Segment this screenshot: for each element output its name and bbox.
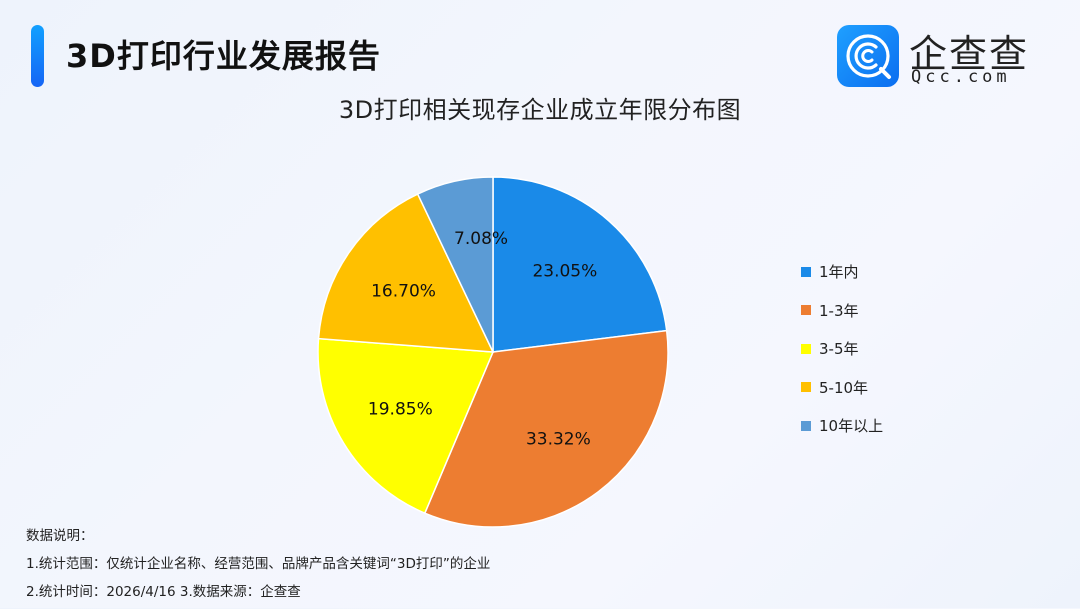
legend-swatch-icon: [801, 343, 811, 354]
qcc-logo-icon: [837, 25, 899, 87]
title-accent-bar: [31, 25, 44, 87]
legend-label: 1-3年: [819, 301, 859, 320]
chart-legend: 1年内 1-3年 3-5年 5-10年 10年以上: [801, 262, 883, 455]
legend-label: 5-10年: [819, 378, 869, 397]
slice-percent-label: 7.08%: [454, 229, 508, 249]
legend-item-1-3years: 1-3年: [801, 301, 883, 320]
legend-swatch-icon: [801, 266, 811, 277]
legend-label: 10年以上: [819, 417, 884, 435]
pie-slice-2: [423, 329, 669, 528]
chart-title: 3D打印相关现存企业成立年限分布图: [338, 96, 742, 124]
pie-slice-4: [317, 193, 495, 353]
pie-labels: 23.05% 33.32% 19.85% 16.70% 7.08%: [368, 229, 597, 449]
legend-label: 3-5年: [819, 340, 859, 358]
legend-item-10plus-years: 10年以上: [801, 416, 883, 435]
legend-item-5-10years: 5-10年: [801, 378, 883, 397]
pie-slice-1: [492, 176, 668, 353]
legend-label: 1年内: [819, 263, 859, 281]
pie-slice-3: [317, 337, 495, 515]
legend-swatch-icon: [801, 305, 811, 315]
legend-swatch-icon: [801, 420, 811, 431]
pie-slice-5: [416, 176, 494, 353]
report-title: 3D打印行业发展报告: [66, 37, 381, 75]
data-notes: 数据说明： 1.统计范围：仅统计企业名称、经营范围、品牌产品含关键词“3D打印”…: [26, 525, 490, 609]
legend-item-3-5years: 3-5年: [801, 339, 883, 358]
legend-swatch-icon: [801, 382, 811, 392]
slice-percent-label: 16.70%: [371, 282, 436, 302]
notes-scope: 1.统计范围：仅统计企业名称、经营范围、品牌产品含关键词“3D打印”的企业: [26, 556, 491, 572]
slice-percent-label: 19.85%: [368, 399, 433, 419]
qcc-logo: 企查查 Qcc.com: [837, 25, 1047, 89]
slice-percent-label: 23.05%: [532, 262, 597, 282]
slice-percent-label: 33.32%: [526, 430, 591, 450]
pie-slices: [317, 176, 669, 528]
notes-time-source: 2.统计时间：2026/4/16 3.数据来源：企查查: [26, 584, 301, 600]
legend-item-1year: 1年内: [801, 262, 883, 281]
logo-text-en: Qcc.com: [911, 67, 1011, 87]
logo-text-cn: 企查查: [909, 32, 1030, 76]
notes-heading: 数据说明：: [26, 528, 94, 544]
